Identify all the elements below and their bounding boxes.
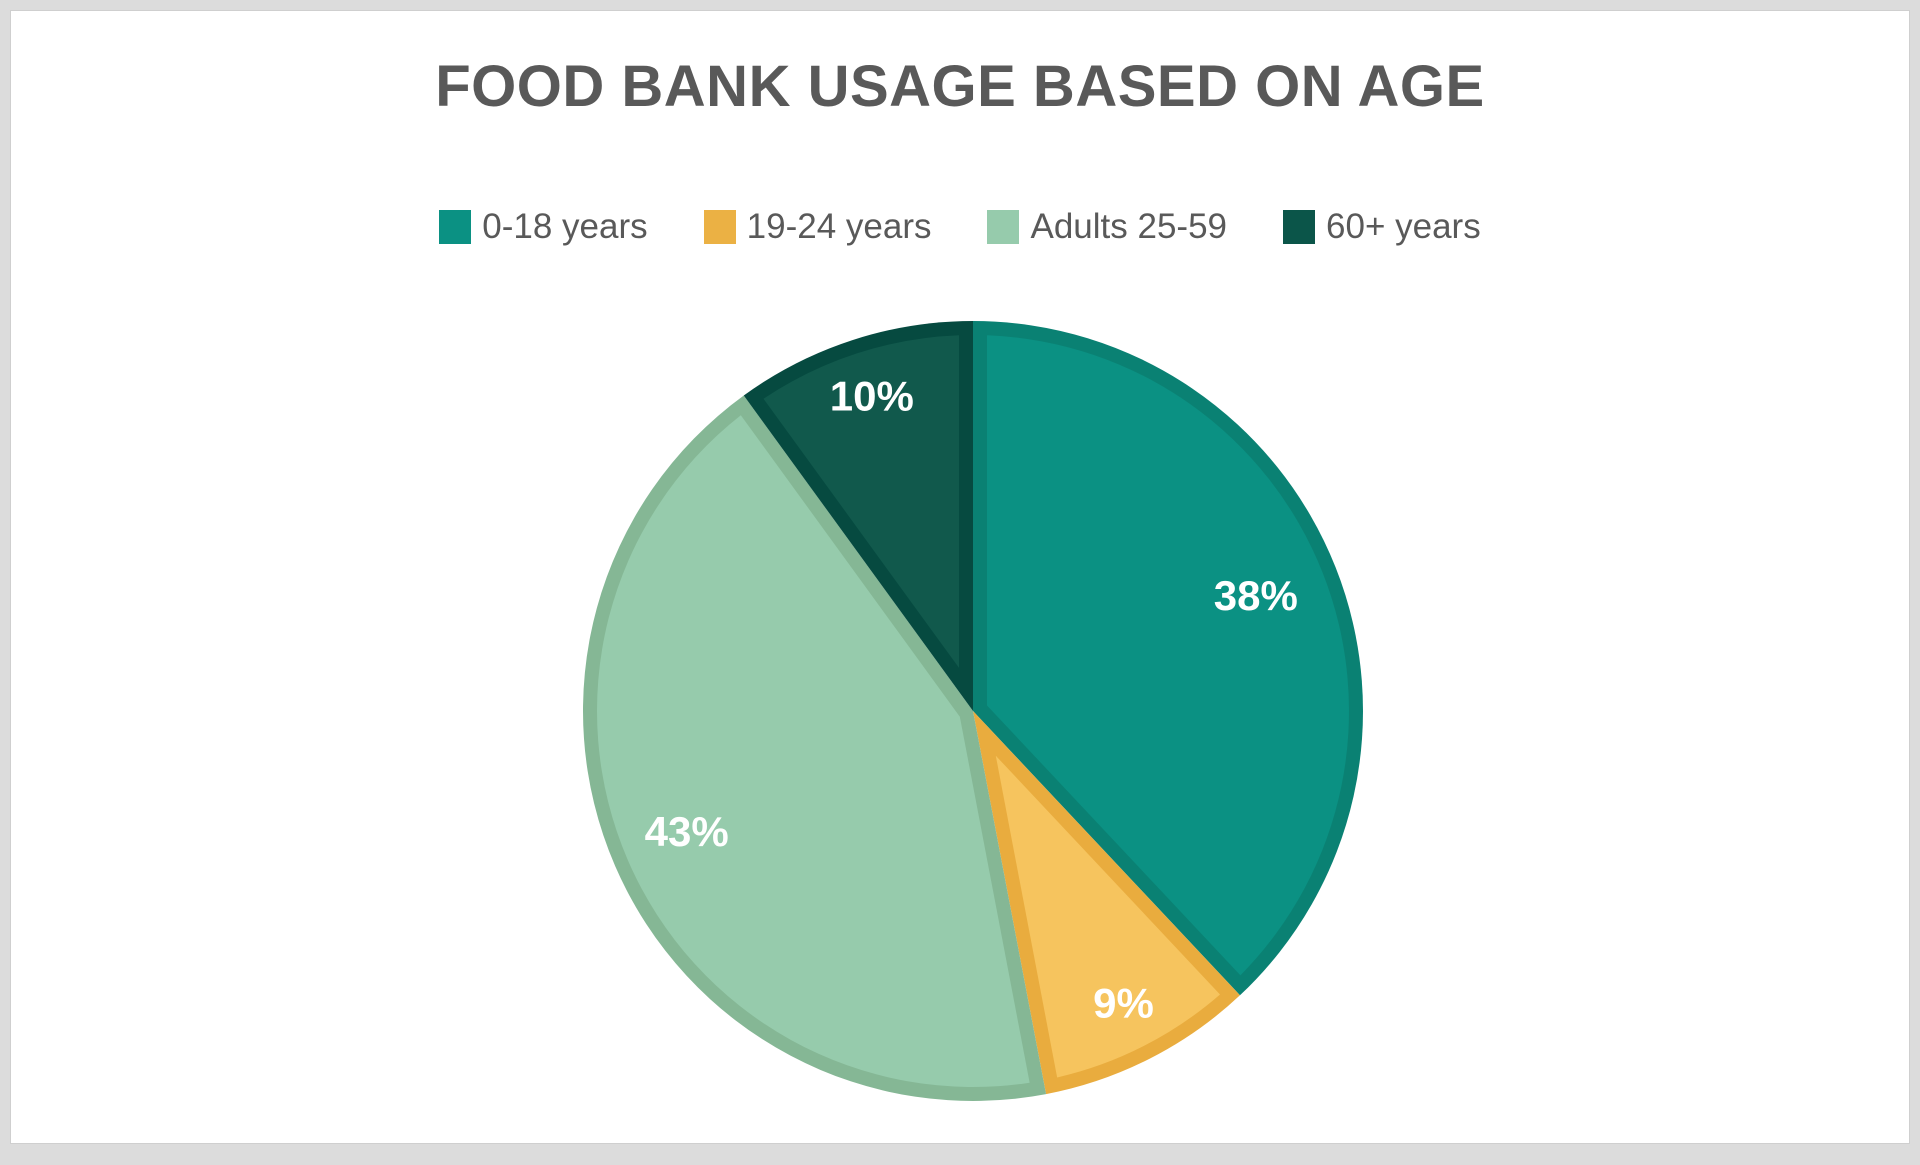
legend-swatch-19-24-years [703,210,736,244]
legend-label-adults-25-59: Adults 25-59 [1030,207,1228,246]
pie-slice-label-0-18-years: 38% [1214,572,1298,619]
legend-swatch-adults-25-59 [987,210,1020,244]
pie-slice-adults-25-59[interactable] [582,395,1047,1102]
pie-slice-fill-0-18-years [987,335,1349,976]
legend-item-60-years[interactable]: 60+ years [1283,207,1481,247]
pie-slice-label-adults-25-59: 43% [645,808,729,855]
pie-slice-0-18-years[interactable] [973,321,1364,996]
legend-item-0-18-years[interactable]: 0-18 years [439,207,648,247]
chart-area: FOOD BANK USAGE BASED ON AGE 0-18 years 1… [10,10,1910,1144]
pie-slice-fill-adults-25-59 [597,415,1030,1088]
pie-slice-fill-60-years [763,335,959,668]
legend-label-19-24-years: 19-24 years [746,207,932,246]
legend-swatch-60-years [1283,210,1316,244]
legend-label-60-years: 60+ years [1326,207,1481,246]
legend-label-0-18-years: 0-18 years [482,207,648,246]
pie-slice-60-years[interactable] [743,321,973,711]
chart-legend: 0-18 years 19-24 years Adults 25-59 60+ yea… [11,207,1909,247]
pie-slice-label-19-24-years: 9% [1093,979,1154,1026]
legend-item-19-24-years[interactable]: 19-24 years [703,207,932,247]
legend-swatch-0-18-years [439,210,472,244]
pie-slice-fill-19-24-years [995,755,1221,1078]
legend-item-adults-25-59[interactable]: Adults 25-59 [987,207,1227,247]
pie-chart: 38% 9% 43% 10% [582,321,1364,1102]
pie-slice-19-24-years[interactable] [973,711,1240,1095]
chart-title: FOOD BANK USAGE BASED ON AGE [435,54,1485,119]
pie-slice-label-60-years: 10% [830,373,914,420]
